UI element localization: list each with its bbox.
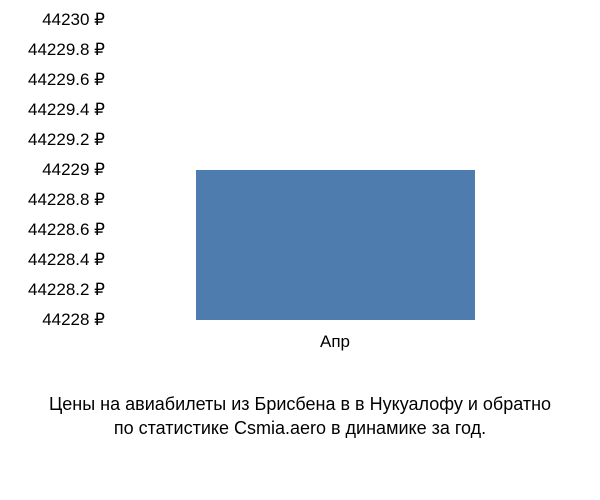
plot: Апр <box>110 20 560 320</box>
y-tick-label: 44229.4 ₽ <box>28 100 105 120</box>
y-tick-label: 44229.8 ₽ <box>28 40 105 60</box>
y-tick-label: 44230 ₽ <box>42 10 105 30</box>
x-tick-label: Апр <box>320 332 350 352</box>
y-tick-label: 44228.4 ₽ <box>28 250 105 270</box>
chart-caption: Цены на авиабилеты из Брисбена в в Нукуа… <box>0 392 600 441</box>
y-tick-label: 44229 ₽ <box>42 160 105 180</box>
y-tick-label: 44229.6 ₽ <box>28 70 105 90</box>
caption-line-2: по статистике Csmia.aero в динамике за г… <box>0 416 600 440</box>
y-tick-label: 44229.2 ₽ <box>28 130 105 150</box>
y-tick-label: 44228.6 ₽ <box>28 220 105 240</box>
y-tick-label: 44228.8 ₽ <box>28 190 105 210</box>
y-axis-labels: 44230 ₽44229.8 ₽44229.6 ₽44229.4 ₽44229.… <box>0 20 105 320</box>
chart-plot-area: Апр <box>110 20 560 320</box>
y-tick-label: 44228.2 ₽ <box>28 280 105 300</box>
y-tick-label: 44228 ₽ <box>42 310 105 330</box>
caption-line-1: Цены на авиабилеты из Брисбена в в Нукуа… <box>0 392 600 416</box>
bar <box>196 170 475 320</box>
